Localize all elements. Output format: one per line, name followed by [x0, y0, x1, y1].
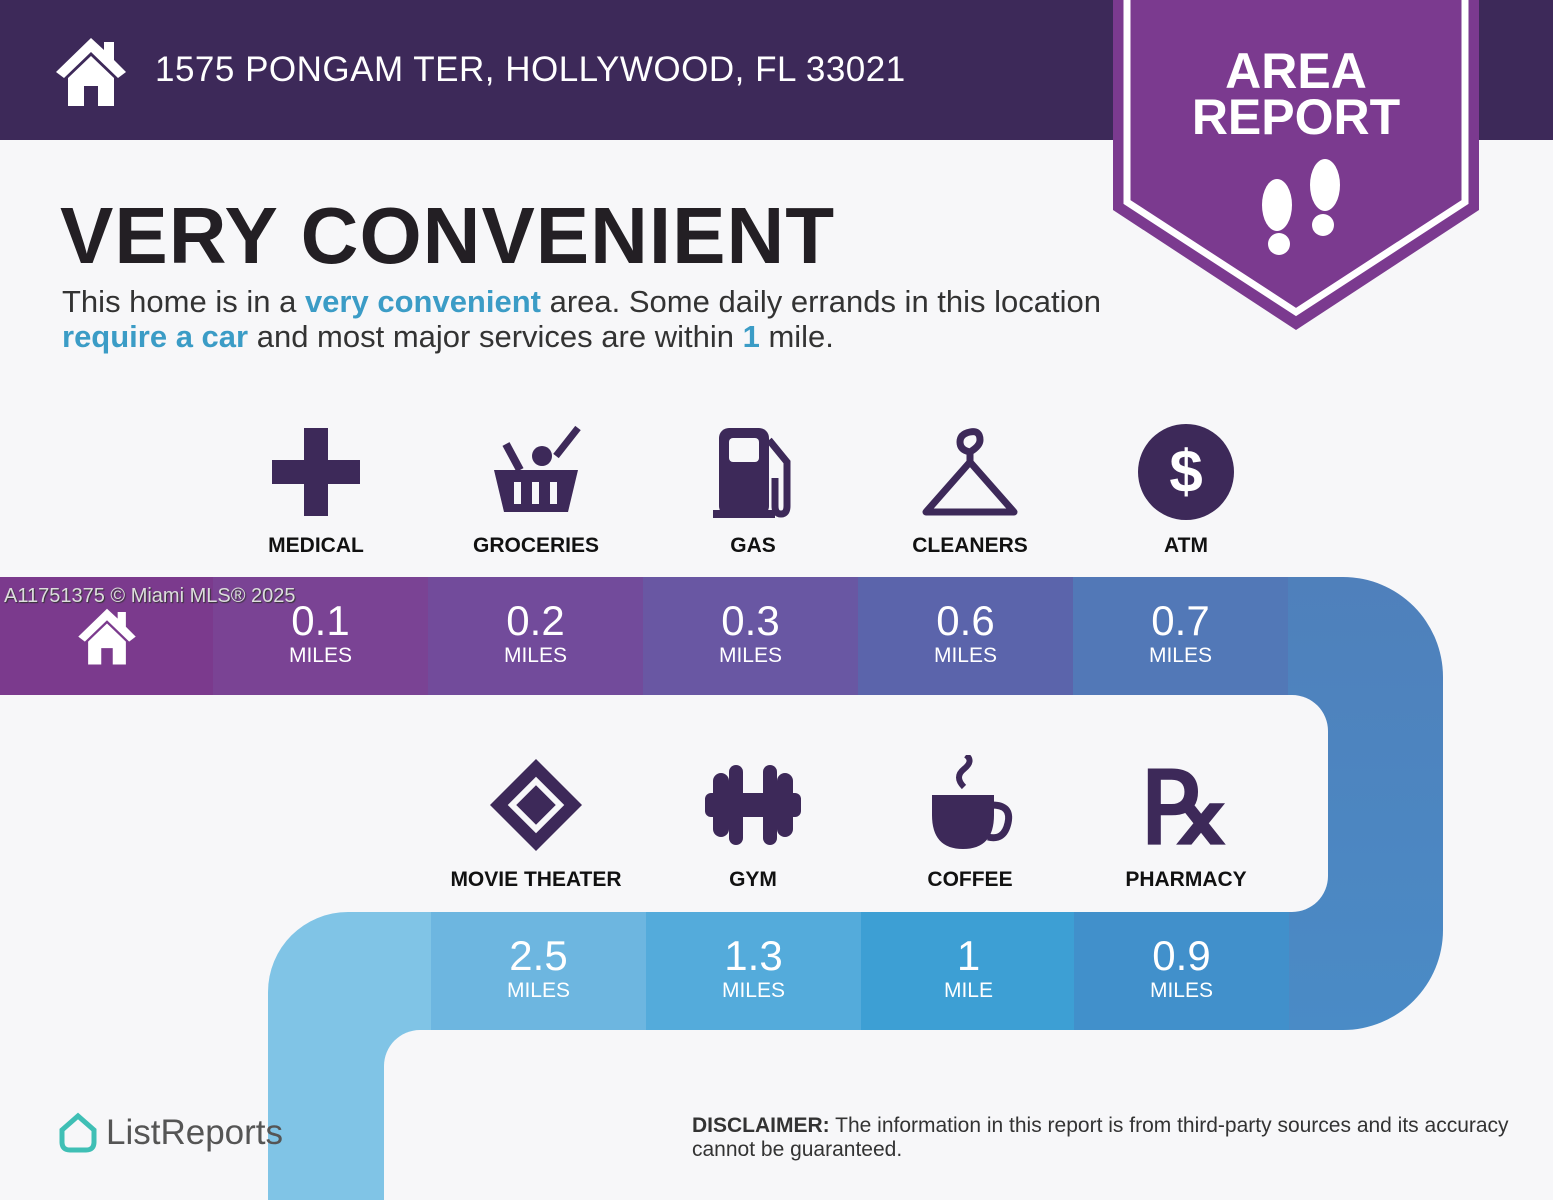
distance-unit: MILES — [506, 979, 571, 1002]
path-inner-gap — [384, 1030, 584, 1200]
grocery-basket-icon — [466, 422, 606, 522]
distance-segment: 0.2 MILES — [428, 577, 643, 695]
distance-segment: 2.5 MILES — [431, 912, 646, 1030]
listreports-logo: ListReports — [58, 1112, 283, 1154]
gas-pump-icon — [683, 422, 823, 522]
distance-segment: 0.3 MILES — [643, 577, 858, 695]
distance-unit: MILES — [721, 979, 786, 1002]
path-inner-gap — [1200, 695, 1328, 912]
description: This home is in a very convenient area. … — [62, 284, 1162, 354]
distance-value: 0.6 — [936, 597, 995, 644]
house-icon — [77, 608, 136, 665]
footprints-icon — [1262, 159, 1340, 255]
distance-value: 0.3 — [721, 597, 780, 644]
distance-value: 0.2 — [506, 597, 565, 644]
disclaimer-text: The information in this report is from t… — [692, 1114, 1509, 1161]
house-icon — [56, 38, 126, 106]
area-report-badge — [1113, 0, 1479, 330]
amenity-label: GYM — [729, 868, 777, 891]
disclaimer-label: DISCLAIMER: — [692, 1114, 830, 1137]
amenity-label: GROCERIES — [472, 534, 600, 557]
page-title: VERY CONVENIENT — [60, 191, 836, 280]
home-segment — [0, 577, 213, 695]
amenity-label: PHARMACY — [1125, 868, 1247, 891]
medical-cross-icon — [246, 422, 386, 522]
dumbbell-icon — [683, 755, 823, 855]
watermark: A11751375 © Miami MLS® 2025 — [4, 585, 296, 607]
desc-text: and most major services are within — [248, 319, 743, 354]
distance-unit: MILES — [288, 644, 353, 667]
property-address: 1575 PONGAM TER, HOLLYWOOD, FL 33021 — [155, 50, 906, 89]
svg-text:℞: ℞ — [1141, 755, 1231, 855]
distance-value: 1 — [956, 932, 981, 979]
distance-unit: MILES — [503, 644, 568, 667]
desc-text: area. Some daily errands in this locatio… — [540, 284, 1101, 319]
distance-unit: MILES — [718, 644, 783, 667]
desc-highlight: require a car — [62, 319, 249, 354]
listreports-logo-icon — [59, 1112, 97, 1153]
dollar-icon: $ — [1116, 422, 1256, 522]
distance-unit: MILES — [1149, 979, 1214, 1002]
distance-segment: 1 MILE — [861, 912, 1076, 1030]
disclaimer: DISCLAIMER: The information in this repo… — [692, 1114, 1512, 1162]
badge-line-1: AREA — [1225, 43, 1367, 99]
distance-value: 2.5 — [509, 932, 568, 979]
amenity-label: CLEANERS — [912, 534, 1028, 557]
distance-value: 1.3 — [724, 932, 783, 979]
desc-highlight: 1 — [742, 319, 760, 354]
distance-segment: 0.1 MILES — [213, 577, 428, 695]
distance-segment: 0.6 MILES — [858, 577, 1073, 695]
ticket-icon — [466, 755, 606, 855]
amenity-label: GAS — [730, 534, 776, 557]
distance-segment: 1.3 MILES — [646, 912, 861, 1030]
distance-unit: MILE — [943, 979, 993, 1002]
amenity-label: MEDICAL — [268, 534, 364, 557]
desc-highlight: very convenient — [304, 284, 541, 319]
amenity-label: COFFEE — [927, 868, 1013, 891]
coffee-cup-icon — [900, 755, 1040, 855]
badge-line-2: REPORT — [1191, 89, 1401, 145]
distance-unit: MILES — [933, 644, 998, 667]
svg-text:$: $ — [1169, 438, 1202, 505]
desc-text: This home is in a — [62, 284, 305, 319]
amenity-label: ATM — [1164, 534, 1208, 557]
amenity-label: MOVIE THEATER — [450, 868, 622, 891]
distance-value: 0.9 — [1152, 932, 1211, 979]
desc-text: mile. — [759, 319, 834, 354]
logo-text: ListReports — [106, 1113, 284, 1152]
distance-segment: 0.7 MILES — [1073, 577, 1288, 695]
badge-title: AREA REPORT — [1113, 43, 1479, 145]
distance-value: 0.1 — [291, 597, 350, 644]
distance-segment: 0.9 MILES — [1074, 912, 1289, 1030]
hanger-icon — [900, 422, 1040, 522]
distance-value: 0.7 — [1151, 597, 1210, 644]
distance-unit: MILES — [1148, 644, 1213, 667]
rx-icon: ℞ — [1116, 755, 1256, 855]
